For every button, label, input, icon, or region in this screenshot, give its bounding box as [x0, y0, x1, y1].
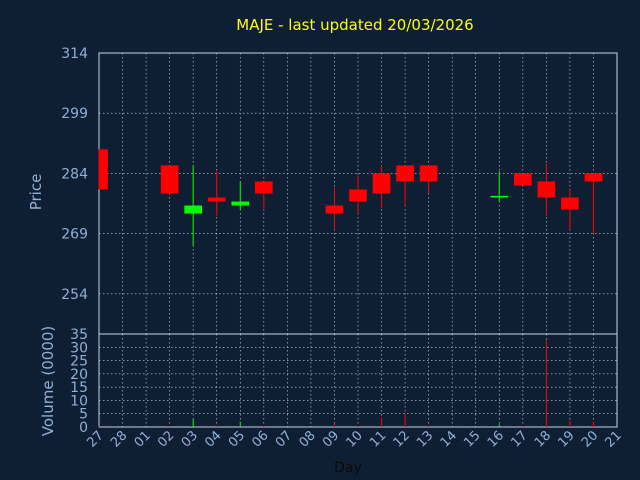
candle-body — [490, 195, 509, 198]
x-tick-label: 09 — [320, 428, 342, 450]
candle-body — [537, 181, 556, 198]
candle-16 — [490, 171, 509, 202]
volume-tick-label: 25 — [70, 354, 88, 370]
volume-tick-label: 20 — [70, 367, 88, 383]
price-axis-label: Price — [27, 174, 45, 211]
candle-body — [184, 205, 203, 214]
price-tick-label: 299 — [61, 106, 88, 122]
price-tick-label: 269 — [61, 227, 88, 243]
candle-06 — [254, 181, 273, 210]
candle-02 — [160, 165, 179, 196]
volume-tick-label: 30 — [70, 340, 88, 356]
x-tick-label: 10 — [344, 428, 366, 450]
volume-tick-label: 10 — [70, 393, 88, 409]
candle-body — [419, 165, 438, 182]
x-tick-label: 17 — [508, 428, 530, 450]
candle-body — [349, 189, 367, 202]
x-tick-label: 08 — [296, 428, 318, 450]
x-tick-label: 18 — [532, 428, 554, 450]
x-tick-label: 07 — [273, 428, 295, 450]
x-tick-label: 20 — [579, 428, 601, 450]
candle-body — [513, 173, 532, 186]
x-tick-label: 11 — [367, 428, 389, 450]
candle-body — [396, 165, 414, 182]
price-panel: 314 299 284 269 254 — [61, 46, 618, 335]
candle-body — [325, 205, 344, 214]
x-tick-label: 06 — [249, 428, 271, 450]
candle-09 — [325, 187, 344, 230]
candle-27 — [98, 149, 108, 190]
price-tick-label: 314 — [61, 46, 88, 62]
x-tick-label: 15 — [461, 428, 483, 450]
candle-body — [99, 149, 108, 190]
candle-body — [231, 201, 250, 206]
x-tick-label: 19 — [555, 428, 577, 450]
x-tick-label: 03 — [179, 428, 201, 450]
x-tick-label: 02 — [155, 428, 177, 450]
candle-05 — [231, 181, 250, 210]
candle-18 — [537, 163, 556, 216]
candle-20 — [584, 173, 603, 234]
price-tick-label: 284 — [61, 166, 88, 182]
volume-tick-label: 15 — [70, 380, 88, 396]
x-tick-label: 05 — [226, 428, 248, 450]
volume-tick-label: 35 — [70, 327, 88, 343]
candle-04 — [207, 171, 226, 216]
x-tick-label: 12 — [391, 428, 413, 450]
candle-body — [254, 181, 273, 194]
price-tick-label: 254 — [61, 287, 88, 303]
x-tick-label: 13 — [414, 428, 436, 450]
volume-plot-area — [99, 334, 617, 427]
candle-body — [372, 173, 391, 194]
candle-13 — [419, 165, 438, 194]
x-tick-label: 28 — [108, 428, 130, 450]
x-tick-label: 16 — [485, 428, 507, 450]
candle-12 — [396, 165, 414, 206]
x-tick-label: 04 — [202, 428, 224, 450]
volume-tick-label: 0 — [79, 420, 88, 436]
chart-title: MAJE - last updated 20/03/2026 — [236, 16, 473, 34]
volume-tick-label: 5 — [79, 407, 88, 423]
x-tick-labels: 27 28 01 02 03 04 05 06 07 08 09 10 11 12 13 14 15 16 17 18… — [85, 428, 625, 450]
x-tick-label: 14 — [438, 428, 460, 450]
candle-body — [207, 197, 226, 202]
candle-body — [160, 165, 179, 194]
x-tick-label: 01 — [132, 428, 154, 450]
candle-10 — [349, 175, 367, 214]
x-axis-label: Day — [334, 460, 362, 476]
candle-body — [561, 197, 579, 210]
x-tick-label: 21 — [603, 428, 625, 450]
candle-body — [584, 173, 603, 182]
volume-axis-label: Volume (0000) — [39, 326, 57, 436]
candle-11 — [372, 165, 391, 208]
candle-19 — [561, 189, 579, 230]
candle-17 — [513, 173, 532, 186]
candle-03 — [184, 165, 203, 246]
